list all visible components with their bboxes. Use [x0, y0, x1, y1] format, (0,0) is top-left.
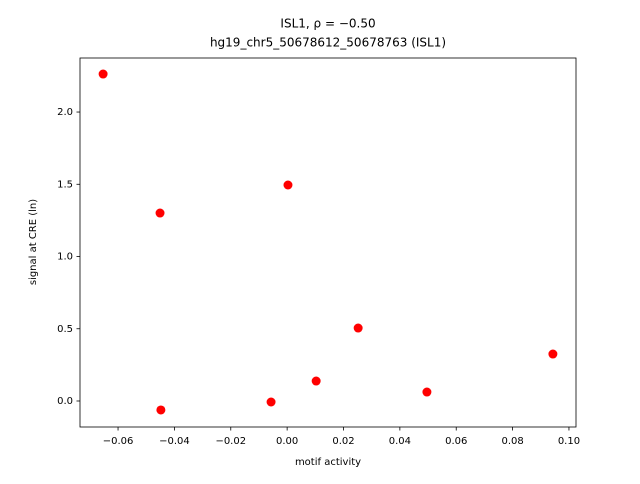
point [311, 376, 321, 386]
y-tick-label: 0.0 [57, 396, 73, 407]
x-axis-label: motif activity [295, 457, 361, 468]
y-axis-label: signal at CRE (ln) [28, 199, 39, 285]
x-tick-label: 0.06 [445, 436, 467, 447]
chart-title: ISL1, ρ = −0.50 [280, 17, 375, 31]
x-tick-label: 0.08 [501, 436, 523, 447]
point [98, 69, 108, 79]
point [283, 180, 293, 190]
x-tick-label: 0.10 [558, 436, 580, 447]
x-tick-label: −0.02 [215, 436, 246, 447]
y-tick-label: 2.0 [57, 107, 73, 118]
chart-subtitle: hg19_chr5_50678612_50678763 (ISL1) [210, 36, 446, 50]
plot-frame [79, 57, 577, 428]
x-tick-label: 0.02 [332, 436, 354, 447]
point [422, 387, 432, 397]
x-tick-label: 0.00 [276, 436, 298, 447]
y-tick-label: 0.5 [57, 324, 73, 335]
point [156, 405, 166, 415]
y-tick-label: 1.0 [57, 252, 73, 263]
x-tick-label: 0.04 [389, 436, 411, 447]
point [548, 349, 558, 359]
y-tick-label: 1.5 [57, 179, 73, 190]
x-tick-label: −0.06 [103, 436, 134, 447]
x-tick-label: −0.04 [159, 436, 190, 447]
point [266, 397, 276, 407]
point [155, 208, 165, 218]
point [353, 323, 363, 333]
